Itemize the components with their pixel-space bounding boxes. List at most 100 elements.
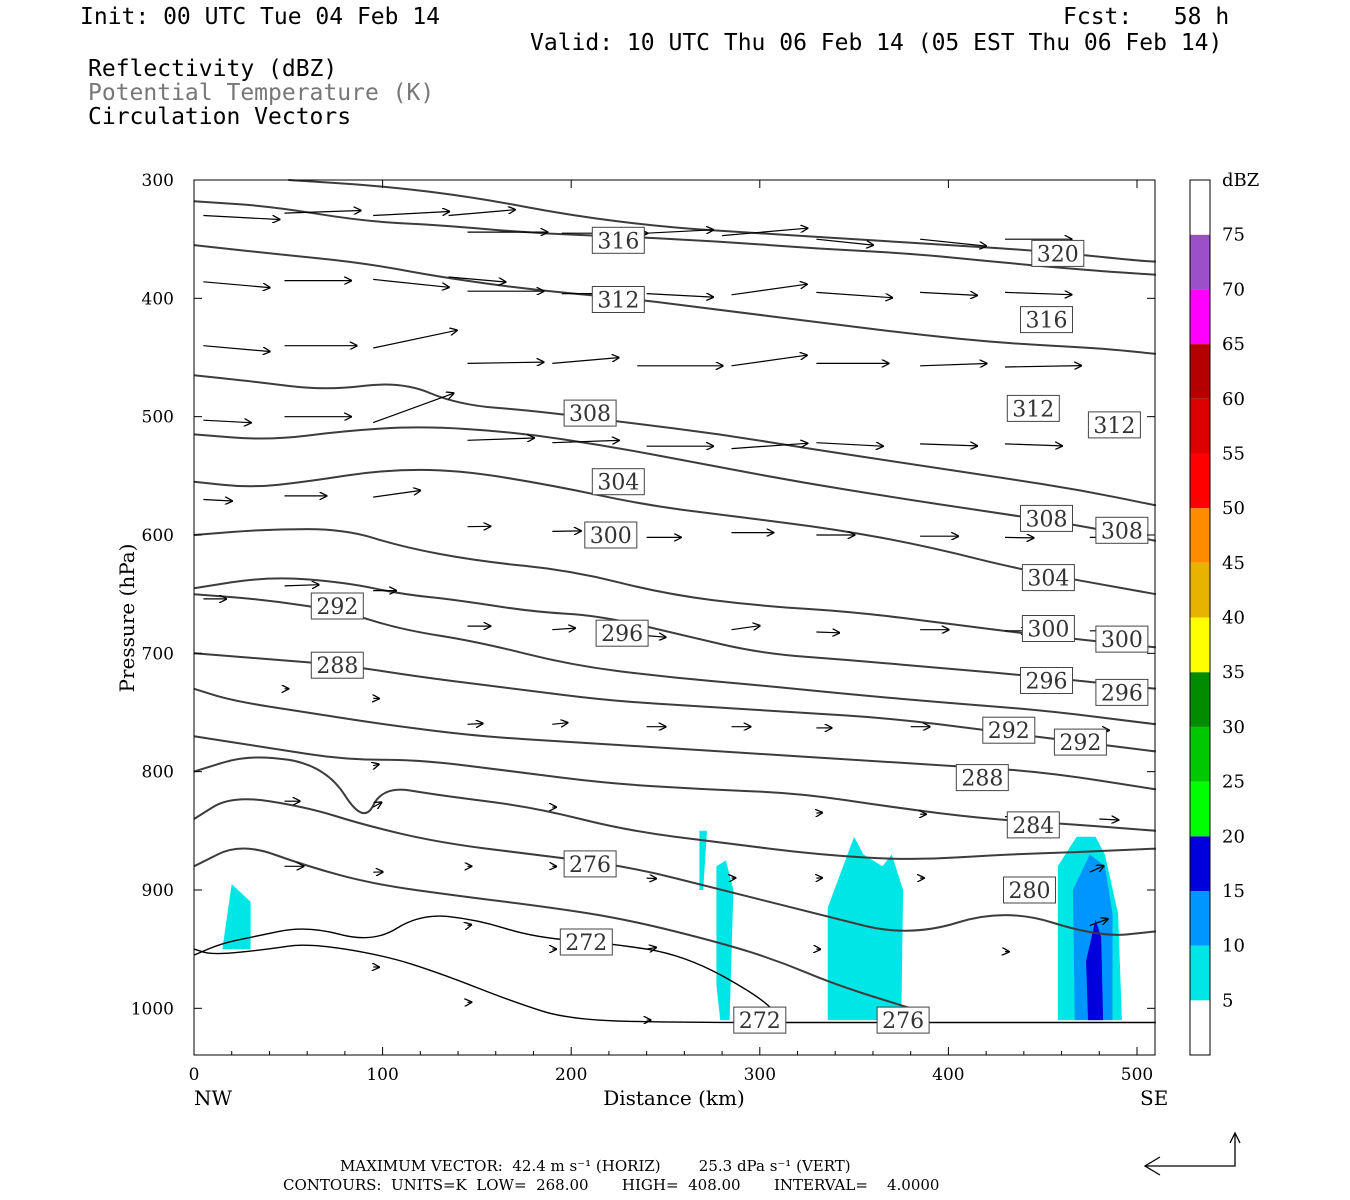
contour-label-box-292-1 [982,716,1036,744]
circulation-vector-18 [646,294,713,298]
colorbar-swatch-6 [1190,672,1210,727]
contour-label-box-280-0 [1003,876,1056,904]
contour-label-296-0: 296 [601,622,643,647]
max-vector-note: MAXIMUM VECTOR: 42.4 m s⁻¹ (HORIZ) 25.3 … [340,1157,851,1175]
circulation-vector-46 [203,500,232,502]
reflectivity-cell-2 [716,860,734,1021]
contour-label-300-2: 300 [1101,628,1143,653]
contour-label-box-276-0 [563,850,617,878]
colorbar-label-25: 25 [1222,772,1245,793]
circulation-vector-42 [816,443,882,447]
circulation-vector-58 [284,585,319,586]
colorbar-label-15: 15 [1222,881,1245,902]
contour-label-316-1: 316 [1025,309,1067,334]
theta-contour-6 [193,687,1157,791]
circulation-vector-90 [646,878,657,879]
colorbar-label-10: 10 [1222,936,1245,957]
circulation-vector-39 [552,440,619,442]
circulation-vector-22 [1004,292,1071,294]
x-tick-label-200: 200 [555,1065,587,1085]
x-end-label-left: NW [194,1086,233,1110]
colorbar-label-20: 20 [1222,826,1245,847]
circulation-vector-38 [467,438,534,440]
theta-contour-11 [193,468,1157,596]
contour-label-316-0: 316 [597,229,639,254]
contour-label-box-296-1 [1020,667,1073,694]
colorbar-label-35: 35 [1222,662,1245,683]
contour-label-272-0: 272 [739,1009,781,1034]
colorbar-swatch-8 [1190,562,1210,618]
circulation-vector-6 [646,230,713,233]
y-tick-label-800: 800 [142,763,174,783]
circulation-vector-62 [646,636,666,638]
circulation-vector-8 [816,238,873,245]
circulation-vector-7 [722,228,807,237]
circulation-vector-71 [552,723,567,725]
contour-label-304-0: 304 [597,471,639,496]
contour-label-312-2: 312 [1093,414,1135,439]
circulation-vector-19 [731,284,807,296]
contour-label-box-304-1 [1021,564,1075,592]
circulation-vector-37 [372,393,453,424]
contour-label-300-1: 300 [1027,617,1069,642]
circulation-vector-43 [920,444,977,446]
field-circulation-vectors: Circulation Vectors [88,104,352,130]
x-end-label-right: SE [1140,1086,1168,1110]
circulation-vector-63 [731,626,760,630]
contour-label-box-272-0 [733,1006,787,1034]
x-tick-label-300: 300 [744,1065,776,1085]
circulation-vector-98 [646,948,656,950]
colorbar-frame [1189,179,1211,1056]
circulation-vector-50 [552,531,581,532]
contour-label-box-276-0 [876,1006,930,1034]
colorbar-swatch-14 [1190,234,1210,290]
circulation-vector-2 [373,212,449,217]
theta-contour-2 [193,847,911,1010]
colorbar-label-55: 55 [1222,443,1245,464]
reflectivity-cell-6 [1086,919,1104,1021]
y-tick-label-500: 500 [142,408,174,428]
contour-label-box-308-2 [1095,516,1149,544]
contour-label-304-1: 304 [1027,567,1069,592]
circulation-vector-1 [284,211,361,214]
x-tick-label-100: 100 [366,1065,398,1085]
field-reflectivity: Reflectivity (dBZ) [88,56,338,82]
colorbar-swatch-13 [1190,289,1210,345]
contour-label-296-2: 296 [1101,681,1143,706]
contour-label-288-1: 288 [961,767,1003,792]
circulation-vector-21 [920,292,977,295]
colorbar-title: dBZ [1222,170,1259,191]
contour-label-box-272-0 [559,928,613,956]
contour-label-292-0: 292 [316,595,358,620]
colorbar-label-70: 70 [1222,279,1245,300]
circulation-vector-64 [816,632,839,633]
colorbar-swatch-11 [1190,398,1210,454]
circulation-vector-48 [373,491,420,498]
circulation-vector-0 [203,214,279,220]
y-tick-label-600: 600 [142,526,174,546]
theta-contour-14 [193,244,1157,355]
colorbar-swatch-5 [1190,726,1210,782]
circulation-vector-9 [920,238,986,246]
contour-label-box-300-2 [1095,625,1149,653]
colorbar-swatch-15 [1190,180,1210,235]
contour-label-312-1: 312 [1012,397,1054,422]
circulation-vector-55 [1004,537,1034,538]
colorbar-label-65: 65 [1222,334,1245,355]
x-tick-label-500: 500 [1121,1065,1153,1085]
colorbar-label-40: 40 [1222,608,1245,629]
contour-label-276-0: 276 [569,853,611,878]
theta-contour-13 [193,374,1157,507]
y-axis-title: Pressure (hPa) [115,544,139,693]
contour-label-280-0: 280 [1008,879,1050,904]
contour-label-296-1: 296 [1025,670,1067,695]
y-tick-label-1000: 1000 [131,999,174,1019]
circulation-vector-14 [373,278,449,287]
init-time: Init: 00 UTC Tue 04 Feb 14 [80,4,441,30]
colorbar-label-60: 60 [1222,389,1245,410]
colorbar-swatch-10 [1190,453,1210,509]
theta-contour-10 [193,528,1157,649]
contour-label-box-308-1 [1020,504,1073,532]
contour-label-box-288-1 [955,764,1009,792]
